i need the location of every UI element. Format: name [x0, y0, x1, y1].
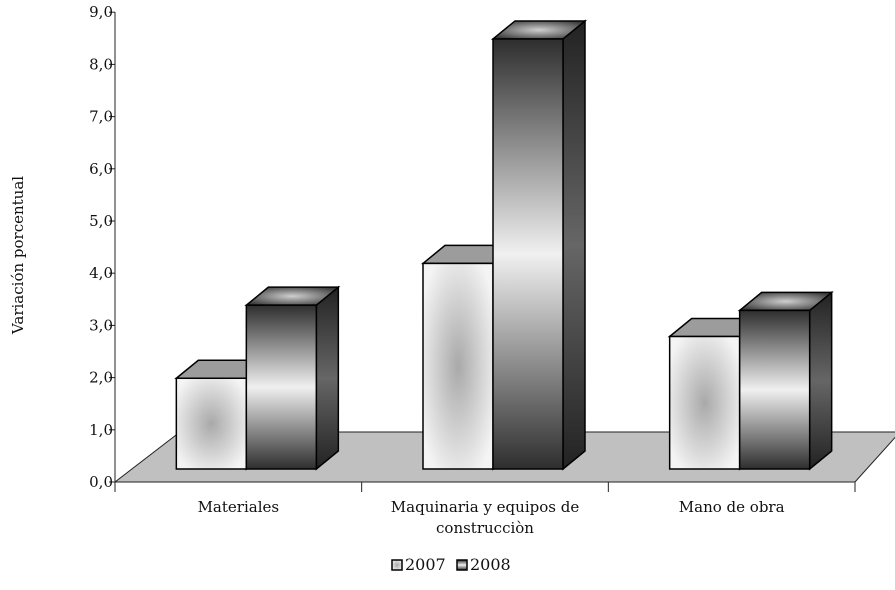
y-tick-label: 9,0 — [89, 3, 113, 21]
legend: 2007 2008 — [391, 555, 511, 574]
bar-side-face — [562, 19, 586, 471]
y-tick-label: 0,0 — [89, 473, 113, 491]
y-tick-label: 6,0 — [89, 160, 113, 178]
bar-side-face — [808, 290, 833, 471]
bar-side-face — [315, 285, 340, 471]
y-axis: 0,0 1,0 2,0 3,0 4,0 5,0 6,0 7,0 8,0 9,0 — [89, 3, 116, 491]
legend-swatch-2008 — [456, 559, 468, 571]
bar-front-face — [668, 335, 741, 470]
x-category-label: Mano de obra — [679, 498, 785, 516]
y-tick-label: 8,0 — [89, 55, 113, 73]
y-tick-label: 1,0 — [89, 421, 113, 439]
legend-swatch-2007 — [391, 559, 403, 571]
bar-front-face — [245, 304, 318, 470]
bars-layer — [174, 19, 834, 471]
bar-2008 — [490, 19, 588, 471]
x-axis: Materiales Maquinaria y equipos de constru… — [114, 481, 856, 537]
bar-2008 — [737, 290, 834, 471]
legend-label-2008: 2008 — [470, 555, 511, 574]
legend-label-2007: 2007 — [405, 555, 446, 574]
y-axis-label: Variación porcentual — [9, 176, 27, 335]
x-category-label: Maquinaria y equipos de construcciòn — [391, 498, 580, 537]
bar-front-face — [738, 309, 811, 470]
y-tick-label: 7,0 — [89, 108, 113, 126]
x-category-label: Materiales — [198, 498, 280, 516]
y-tick-label: 5,0 — [89, 212, 113, 230]
y-tick-label: 4,0 — [89, 264, 113, 282]
bar-front-face — [492, 38, 564, 470]
bar-2008 — [244, 285, 341, 471]
y-tick-label: 2,0 — [89, 369, 113, 387]
y-tick-label: 3,0 — [89, 316, 113, 334]
bar-front-face — [422, 262, 494, 470]
bar-front-face — [175, 377, 248, 470]
